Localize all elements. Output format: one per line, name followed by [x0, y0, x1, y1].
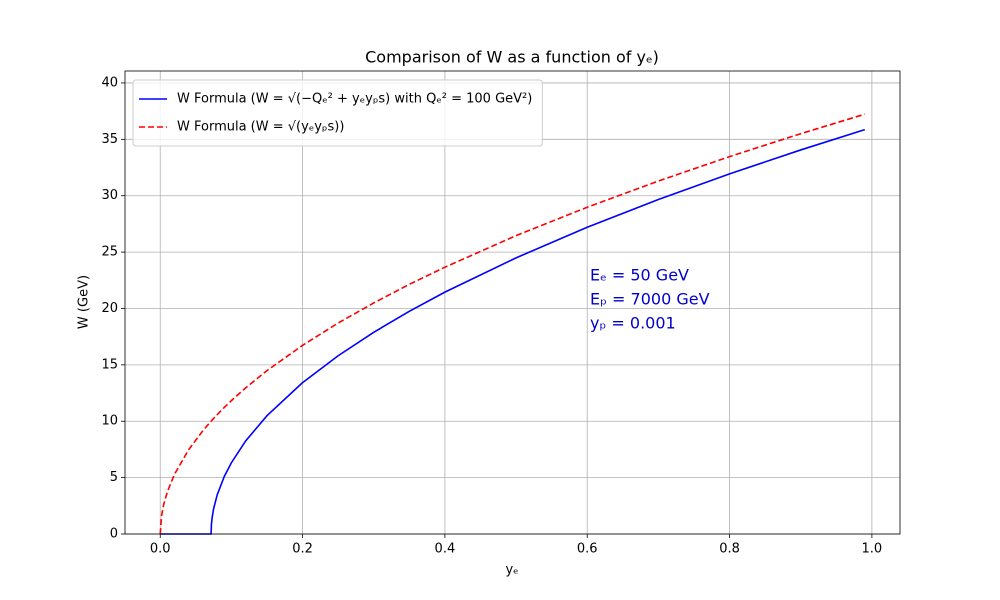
y-tick-label: 20	[101, 301, 118, 316]
axes-frame	[124, 70, 901, 535]
legend-box	[132, 79, 543, 147]
x-axis-label: yₑ	[505, 563, 518, 578]
legend-label: W Formula (W = √(−Qₑ² + yₑyₚs) with Qₑ² …	[177, 92, 532, 107]
y-axis-label: W (GeV)	[77, 275, 92, 329]
x-tick-label: 0.6	[577, 542, 598, 557]
y-tick-label: 5	[110, 470, 118, 485]
legend-label: W Formula (W = √(yₑyₚs))	[177, 120, 344, 135]
y-tick-label: 0	[110, 527, 118, 542]
y-tick-label: 25	[101, 245, 118, 260]
y-tick-label: 30	[101, 188, 118, 203]
chart-title: Comparison of W as a function of yₑ)	[365, 48, 659, 67]
y-tick-label: 15	[101, 357, 118, 372]
x-tick-label: 0.8	[719, 542, 740, 557]
y-tick-label: 35	[101, 132, 118, 147]
legend: W Formula (W = √(−Qₑ² + yₑyₚs) with Qₑ² …	[132, 79, 543, 147]
x-tick-label: 0.0	[150, 542, 171, 557]
x-tick-label: 1.0	[862, 542, 883, 557]
annotation: Eₚ = 7000 GeV	[590, 290, 710, 309]
y-tick-label: 10	[101, 414, 118, 429]
y-tick-label: 40	[101, 75, 118, 90]
x-tick-label: 0.2	[292, 542, 313, 557]
annotation: yₚ = 0.001	[590, 314, 676, 333]
data-line	[159, 113, 866, 535]
annotation: Eₑ = 50 GeV	[590, 266, 689, 285]
x-tick-label: 0.4	[435, 542, 456, 557]
